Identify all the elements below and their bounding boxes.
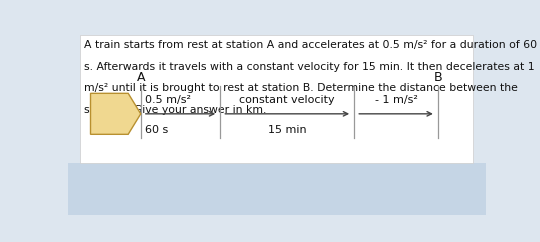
Text: stations. Give your answer in km.: stations. Give your answer in km.: [84, 105, 267, 114]
Text: 15 min: 15 min: [268, 125, 307, 135]
Text: B: B: [434, 71, 442, 84]
Text: - 1 m/s²: - 1 m/s²: [375, 95, 417, 105]
Text: s. Afterwards it travels with a constant velocity for 15 min. It then decelerate: s. Afterwards it travels with a constant…: [84, 62, 535, 72]
FancyBboxPatch shape: [68, 163, 486, 215]
Polygon shape: [91, 93, 141, 134]
Text: m/s² until it is brought to rest at station B. Determine the distance between th: m/s² until it is brought to rest at stat…: [84, 83, 518, 93]
Text: A train starts from rest at station A and accelerates at 0.5 m/s² for a duration: A train starts from rest at station A an…: [84, 40, 537, 50]
Text: 60 s: 60 s: [145, 125, 168, 135]
Text: 0.5 m/s²: 0.5 m/s²: [145, 95, 191, 105]
Text: A: A: [137, 71, 145, 84]
Text: constant velocity: constant velocity: [239, 95, 335, 105]
FancyBboxPatch shape: [80, 35, 474, 163]
